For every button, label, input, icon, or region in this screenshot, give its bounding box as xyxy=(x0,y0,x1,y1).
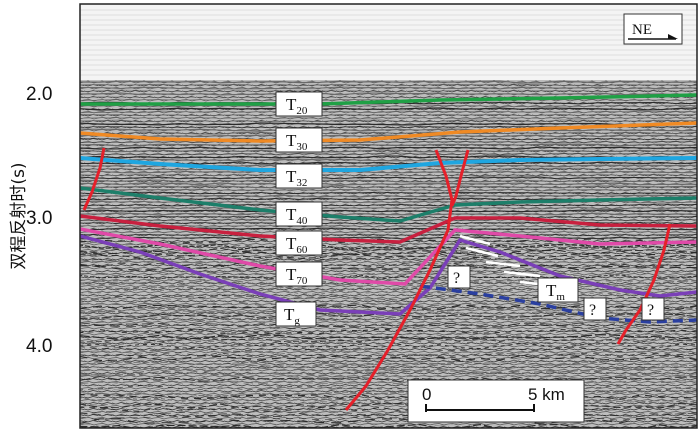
svg-text:?: ? xyxy=(453,270,460,287)
seismic-panel xyxy=(80,4,697,428)
horizon-label-t40: T40 xyxy=(275,201,323,227)
horizon-label-t30: T30 xyxy=(275,127,323,153)
svg-text:?: ? xyxy=(589,302,596,319)
svg-text:T32: T32 xyxy=(286,167,307,189)
svg-text:?: ? xyxy=(647,302,654,319)
horizon-line-tg xyxy=(80,234,697,316)
svg-text:Tm: Tm xyxy=(546,281,565,303)
water-column-lines xyxy=(80,9,697,76)
horizon-line-t40 xyxy=(80,186,697,223)
svg-text:T30: T30 xyxy=(286,131,308,153)
horizon-label-tg: Tg xyxy=(275,301,317,327)
fault-line-right xyxy=(616,223,672,345)
horizon-label-t60: T60 xyxy=(275,230,323,256)
scale-bar-start: 0 xyxy=(422,385,431,404)
fault-line-left xyxy=(82,147,106,211)
y-axis-label: 双程反射时(s) xyxy=(9,162,29,269)
svg-text:T70: T70 xyxy=(286,265,308,287)
horizon-line-t30 xyxy=(80,121,697,143)
horizon-line-t70 xyxy=(80,227,697,286)
scale-bar-end: 5 km xyxy=(528,385,565,404)
horizon-line-t20 xyxy=(80,93,697,106)
unknown-mark-3: ? xyxy=(641,297,665,321)
panel-border xyxy=(79,3,698,429)
horizon-label-t32: T32 xyxy=(275,163,323,189)
horizon-line-tm xyxy=(419,284,697,324)
horizon-label-tm: Tm xyxy=(537,277,579,303)
y-tick-4: 4.0 xyxy=(26,336,52,357)
svg-text:T60: T60 xyxy=(286,234,308,256)
horizon-line-t60 xyxy=(80,214,697,244)
y-tick-3: 3.0 xyxy=(26,208,52,229)
svg-text:Tg: Tg xyxy=(284,305,300,327)
fault-line-main xyxy=(344,149,454,411)
fault-line-branch xyxy=(450,149,470,207)
horizon-label-t70: T70 xyxy=(275,261,323,287)
svg-text:T20: T20 xyxy=(286,95,308,117)
horizon-label-t20: T20 xyxy=(275,91,323,117)
scale-bar: 0 5 km xyxy=(407,379,585,423)
direction-indicator: NE xyxy=(623,13,683,45)
unknown-mark-2: ? xyxy=(583,297,607,321)
y-tick-2: 2.0 xyxy=(26,84,52,105)
reflector-texture xyxy=(80,80,697,428)
svg-text:T40: T40 xyxy=(286,205,308,227)
unknown-mark-1: ? xyxy=(447,265,471,289)
direction-label: NE xyxy=(632,22,652,38)
horizon-line-t32 xyxy=(80,156,697,172)
